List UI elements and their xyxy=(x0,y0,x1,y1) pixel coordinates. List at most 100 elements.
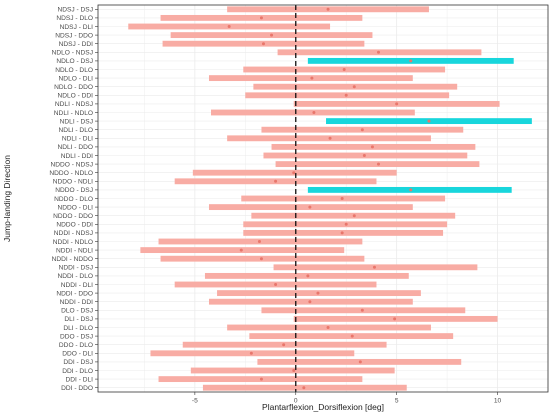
y-tick-label: NDLO - DLI xyxy=(59,75,94,82)
y-tick-label: NDSJ - DDO xyxy=(55,32,93,39)
estimate-point xyxy=(360,308,364,312)
x-tick-label: 10 xyxy=(494,398,502,405)
estimate-point xyxy=(316,291,320,295)
y-tick-label: NDDI - DDI xyxy=(60,299,94,306)
estimate-point xyxy=(282,343,286,347)
y-tick-label: DDO - DSJ xyxy=(60,333,93,340)
estimate-point xyxy=(328,136,332,140)
y-tick-label: NDDI - DLI xyxy=(61,282,93,289)
y-tick-label: DLI - DSJ xyxy=(64,316,93,323)
y-tick-label: NDDI - NDSJ xyxy=(54,230,93,237)
estimate-point xyxy=(342,68,346,71)
y-tick-label: NDLO - NDSJ xyxy=(52,50,93,57)
estimate-point xyxy=(409,59,413,63)
estimate-point xyxy=(360,128,364,132)
y-tick-label: DDI - DLI xyxy=(66,376,94,383)
y-tick-label: NDDI - DSJ xyxy=(59,265,93,272)
estimate-point xyxy=(376,50,380,54)
y-tick-label: DDI - DSJ xyxy=(63,359,93,366)
estimate-point xyxy=(340,231,344,235)
y-tick-label: NDSJ - DDI xyxy=(59,41,94,48)
y-tick-label: NDLI - DDI xyxy=(61,153,93,160)
y-tick-label: NDLO - DDI xyxy=(57,93,93,100)
point-estimates xyxy=(227,7,431,390)
x-axis-tick-labels: -5 0 5 10 xyxy=(192,398,502,405)
y-tick-label: NDDI - NDLI xyxy=(56,247,93,254)
y-tick-label: DLI - DLO xyxy=(63,325,93,332)
x-axis-title: Plantarflexion_Dorsiflexion [deg] xyxy=(262,402,384,412)
y-tick-label: NDLI - NDLO xyxy=(54,110,93,117)
x-tick-label: 0 xyxy=(294,398,298,405)
y-tick-label: NDDI - NDDO xyxy=(52,256,93,263)
estimate-point xyxy=(362,154,366,157)
estimate-point xyxy=(409,188,413,192)
y-axis-title: Jump-landing Direction xyxy=(2,155,12,242)
y-tick-label: DDI - DLO xyxy=(62,368,93,375)
y-tick-label: NDDI - DDO xyxy=(56,290,93,297)
estimate-point xyxy=(395,102,399,106)
estimate-point xyxy=(340,197,344,200)
y-tick-label: NDDI - NDLO xyxy=(53,239,93,246)
y-tick-label: DLO - DSJ xyxy=(61,308,93,315)
estimate-point xyxy=(239,248,243,252)
y-tick-label: NDDO - NDSJ xyxy=(51,161,94,168)
estimate-point xyxy=(308,300,312,304)
y-tick-label: NDLO - DSJ xyxy=(56,58,93,65)
y-tick-label: NDDO - DDI xyxy=(56,222,93,229)
estimate-point xyxy=(227,25,231,28)
estimate-point xyxy=(326,326,330,329)
x-tick-label: 5 xyxy=(395,398,399,405)
estimate-point xyxy=(292,369,296,372)
y-tick-label: NDDO - NDLI xyxy=(53,179,93,186)
y-tick-label: NDDI - DLO xyxy=(57,273,93,280)
estimate-point xyxy=(350,334,354,338)
estimate-point xyxy=(370,145,374,149)
estimate-point xyxy=(393,317,397,321)
estimate-point xyxy=(292,171,296,175)
y-tick-label: NDSJ - DLO xyxy=(56,15,93,22)
y-tick-label: NDSJ - DSJ xyxy=(57,7,93,14)
estimate-point xyxy=(352,85,356,89)
y-tick-label: NDLO - DLO xyxy=(55,67,93,74)
y-tick-label: NDLI - DSJ xyxy=(60,118,93,125)
estimate-point xyxy=(308,205,312,209)
estimate-point xyxy=(302,386,306,390)
estimate-point xyxy=(259,257,263,261)
estimate-point xyxy=(376,162,380,166)
estimate-point xyxy=(259,16,263,20)
estimate-point xyxy=(257,240,261,243)
y-tick-label: NDLO - DDO xyxy=(54,84,93,91)
estimate-point xyxy=(274,179,278,183)
y-tick-label: NDDO - DLI xyxy=(57,204,93,211)
y-axis-ticks xyxy=(95,9,98,389)
y-tick-label: NDDO - DSJ xyxy=(55,187,93,194)
y-tick-label: NDLI - DLI xyxy=(62,136,93,143)
estimate-point xyxy=(249,351,253,355)
estimate-point xyxy=(372,265,376,269)
estimate-point xyxy=(326,7,330,11)
x-axis-ticks xyxy=(194,392,498,395)
estimate-point xyxy=(352,214,356,218)
estimate-point xyxy=(344,93,348,97)
y-tick-label: NDLI - DDO xyxy=(57,144,93,151)
estimate-point xyxy=(274,283,278,286)
y-tick-label: NDLI - DLO xyxy=(59,127,93,134)
estimate-point xyxy=(312,111,316,114)
x-tick-label: -5 xyxy=(192,398,198,405)
y-tick-label: DDO - DLO xyxy=(59,342,93,349)
estimate-point xyxy=(259,377,263,381)
estimate-point xyxy=(270,33,274,37)
y-tick-label: DDO - DLI xyxy=(62,351,93,358)
y-tick-label: NDDO - DLO xyxy=(54,196,93,203)
y-tick-label: NDSJ - DLI xyxy=(60,24,94,31)
y-tick-label: NDDO - DDO xyxy=(53,213,93,220)
estimate-point xyxy=(310,76,314,80)
y-tick-label: NDLI - NDSJ xyxy=(55,101,93,108)
y-tick-label: NDDO - NDLO xyxy=(49,170,93,177)
estimate-point xyxy=(358,360,362,364)
estimate-point xyxy=(306,274,310,278)
estimate-point xyxy=(427,119,431,123)
estimate-point xyxy=(344,222,348,226)
